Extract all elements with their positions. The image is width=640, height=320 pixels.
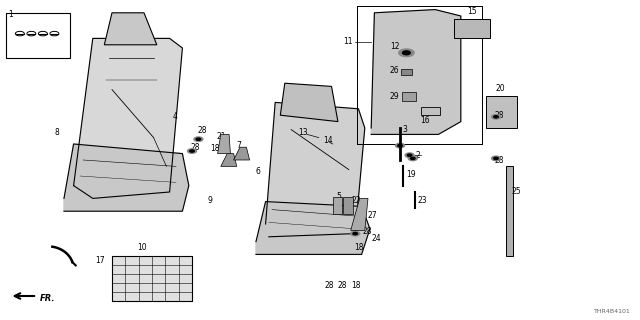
Text: 22: 22 <box>352 196 362 204</box>
Text: 21: 21 <box>216 132 226 140</box>
Text: 6: 6 <box>256 167 261 176</box>
Text: 9: 9 <box>208 196 213 204</box>
Bar <box>357 6 482 144</box>
Bar <box>401 69 412 75</box>
Polygon shape <box>64 144 189 211</box>
Text: 8: 8 <box>54 128 59 137</box>
Circle shape <box>189 150 195 152</box>
Circle shape <box>351 231 360 236</box>
Polygon shape <box>351 198 368 230</box>
Circle shape <box>194 137 203 141</box>
Text: THR4B4101: THR4B4101 <box>594 309 630 314</box>
Text: 7: 7 <box>237 141 242 150</box>
Circle shape <box>408 154 412 156</box>
Circle shape <box>188 149 196 153</box>
Text: 4: 4 <box>173 112 178 121</box>
Text: 18: 18 <box>351 281 360 290</box>
Bar <box>402 92 416 101</box>
Text: 28: 28 <box>363 227 372 236</box>
Text: 23: 23 <box>418 196 428 204</box>
Text: 13: 13 <box>298 128 308 137</box>
Bar <box>333 197 342 214</box>
Text: 5: 5 <box>337 192 342 201</box>
Text: FR.: FR. <box>40 294 55 303</box>
Bar <box>506 166 513 256</box>
Text: 27: 27 <box>368 212 378 220</box>
Bar <box>343 197 353 214</box>
Circle shape <box>492 115 500 119</box>
Bar <box>357 6 482 144</box>
Text: 19: 19 <box>406 170 416 179</box>
Circle shape <box>396 143 404 148</box>
Text: 14: 14 <box>323 136 333 145</box>
Text: 24: 24 <box>371 234 381 243</box>
Circle shape <box>494 157 499 160</box>
Polygon shape <box>74 38 182 198</box>
Text: 3: 3 <box>402 125 407 134</box>
Circle shape <box>405 153 414 157</box>
Circle shape <box>398 145 403 147</box>
Polygon shape <box>280 83 338 122</box>
Text: 18: 18 <box>210 144 220 153</box>
Text: 1: 1 <box>8 10 13 19</box>
Text: 28: 28 <box>494 156 504 164</box>
Text: 15: 15 <box>467 7 477 16</box>
Text: 12: 12 <box>390 42 400 51</box>
Bar <box>454 19 490 38</box>
Polygon shape <box>266 102 365 237</box>
Circle shape <box>408 156 417 161</box>
Bar <box>112 256 192 301</box>
Text: 18: 18 <box>354 244 364 252</box>
Circle shape <box>399 49 414 57</box>
Circle shape <box>411 157 415 160</box>
Text: 11: 11 <box>343 37 353 46</box>
Polygon shape <box>234 147 250 160</box>
Text: 20: 20 <box>496 84 506 92</box>
Text: 28: 28 <box>494 111 504 120</box>
Text: 10: 10 <box>138 244 147 252</box>
Polygon shape <box>104 13 157 45</box>
Bar <box>6 13 70 58</box>
Polygon shape <box>218 134 230 154</box>
Text: 28: 28 <box>191 143 200 152</box>
Text: 28: 28 <box>197 126 207 135</box>
Circle shape <box>492 156 500 161</box>
Text: 25: 25 <box>512 188 522 196</box>
Text: 17: 17 <box>95 256 104 265</box>
Circle shape <box>353 232 358 235</box>
Text: 29: 29 <box>389 92 399 100</box>
Text: 28: 28 <box>324 281 334 290</box>
Text: 16: 16 <box>420 116 429 124</box>
Circle shape <box>196 138 201 140</box>
Text: 26: 26 <box>389 66 399 75</box>
Bar <box>421 107 440 115</box>
Bar <box>486 96 517 128</box>
Text: 28: 28 <box>337 281 347 290</box>
Text: 2: 2 <box>416 151 420 160</box>
Circle shape <box>403 51 410 55</box>
Circle shape <box>494 116 499 118</box>
Polygon shape <box>371 10 461 134</box>
Polygon shape <box>256 202 370 254</box>
Polygon shape <box>221 154 237 166</box>
